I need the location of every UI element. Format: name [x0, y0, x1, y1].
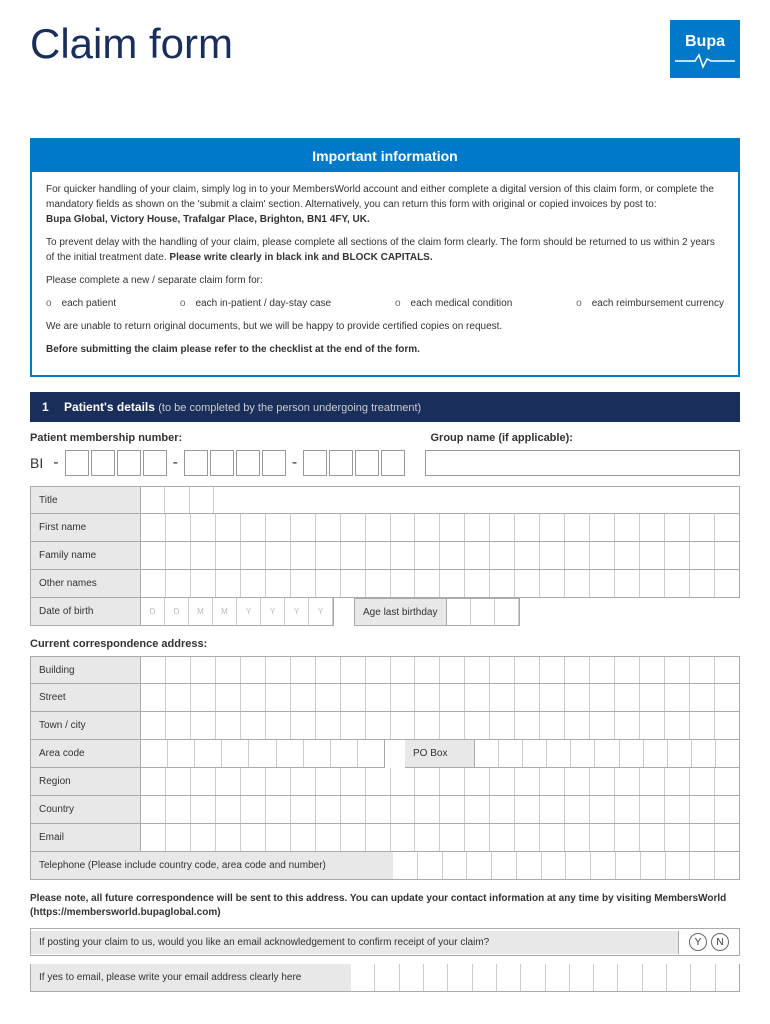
- telephone-input[interactable]: [393, 852, 739, 879]
- building-label: Building: [31, 657, 141, 683]
- info-text: Before submitting the claim please refer…: [46, 342, 724, 357]
- pobox-input[interactable]: [475, 740, 739, 767]
- page-title: Claim form: [30, 20, 233, 68]
- street-label: Street: [31, 684, 141, 711]
- country-input[interactable]: [141, 796, 739, 823]
- group-name-input[interactable]: [425, 450, 740, 476]
- bullet-item: each patient: [46, 296, 116, 311]
- logo-text: Bupa: [685, 33, 725, 51]
- region-label: Region: [31, 768, 141, 795]
- title-label: Title: [31, 487, 141, 513]
- other_names-label: Other names: [31, 570, 141, 597]
- town-input[interactable]: [141, 712, 739, 739]
- family_name-input[interactable]: [141, 542, 739, 569]
- heartbeat-icon: [675, 53, 735, 69]
- address-heading: Current correspondence address:: [30, 638, 740, 650]
- age-input[interactable]: [447, 599, 519, 625]
- section-number: 1: [42, 400, 49, 414]
- group-label: Group name (if applicable):: [421, 432, 741, 444]
- area-input[interactable]: [141, 740, 384, 767]
- section-subtitle: (to be completed by the person undergoin…: [158, 402, 421, 414]
- town-label: Town / city: [31, 712, 141, 739]
- dob-input[interactable]: DDMMYYYY: [141, 598, 333, 625]
- other_names-input[interactable]: [141, 570, 739, 597]
- area-label: Area code: [31, 740, 141, 767]
- bupa-logo: Bupa: [670, 20, 740, 78]
- title-input[interactable]: [141, 487, 237, 513]
- correspondence-note: Please note, all future correspondence w…: [30, 892, 740, 920]
- section-title: Patient's details: [64, 400, 155, 414]
- building-input[interactable]: [141, 657, 739, 683]
- important-info-box: Important information For quicker handli…: [30, 138, 740, 377]
- bullet-item: each in-patient / day-stay case: [180, 296, 331, 311]
- ack-yes[interactable]: Y: [689, 933, 707, 951]
- info-text: To prevent delay with the handling of yo…: [46, 235, 724, 265]
- info-text: Please complete a new / separate claim f…: [46, 273, 724, 288]
- email-label: Email: [31, 824, 141, 851]
- first_name-label: First name: [31, 514, 141, 541]
- info-bullets: each patient each in-patient / day-stay …: [46, 296, 724, 311]
- ack-label: If posting your claim to us, would you l…: [31, 931, 679, 954]
- membership-number-input[interactable]: BI - - -: [30, 450, 405, 476]
- email-confirm-input[interactable]: [351, 964, 739, 991]
- first_name-input[interactable]: [141, 514, 739, 541]
- info-header: Important information: [32, 140, 738, 172]
- email-input[interactable]: [141, 824, 739, 851]
- pobox-label: PO Box: [405, 740, 475, 767]
- section-1-header: 1 Patient's details (to be completed by …: [30, 392, 740, 422]
- age-label: Age last birthday: [355, 599, 447, 625]
- bullet-item: each medical condition: [395, 296, 512, 311]
- family_name-label: Family name: [31, 542, 141, 569]
- info-text: For quicker handling of your claim, simp…: [46, 182, 724, 227]
- email-confirm-label: If yes to email, please write your email…: [31, 964, 351, 991]
- bullet-item: each reimbursement currency: [576, 296, 724, 311]
- telephone-label: Telephone (Please include country code, …: [31, 852, 393, 879]
- membership-label: Patient membership number:: [30, 432, 421, 444]
- region-input[interactable]: [141, 768, 739, 795]
- info-text: We are unable to return original documen…: [46, 319, 724, 334]
- ack-no[interactable]: N: [711, 933, 729, 951]
- street-input[interactable]: [141, 684, 739, 711]
- dob-label: Date of birth: [31, 598, 141, 625]
- country-label: Country: [31, 796, 141, 823]
- membership-prefix: BI: [30, 455, 43, 471]
